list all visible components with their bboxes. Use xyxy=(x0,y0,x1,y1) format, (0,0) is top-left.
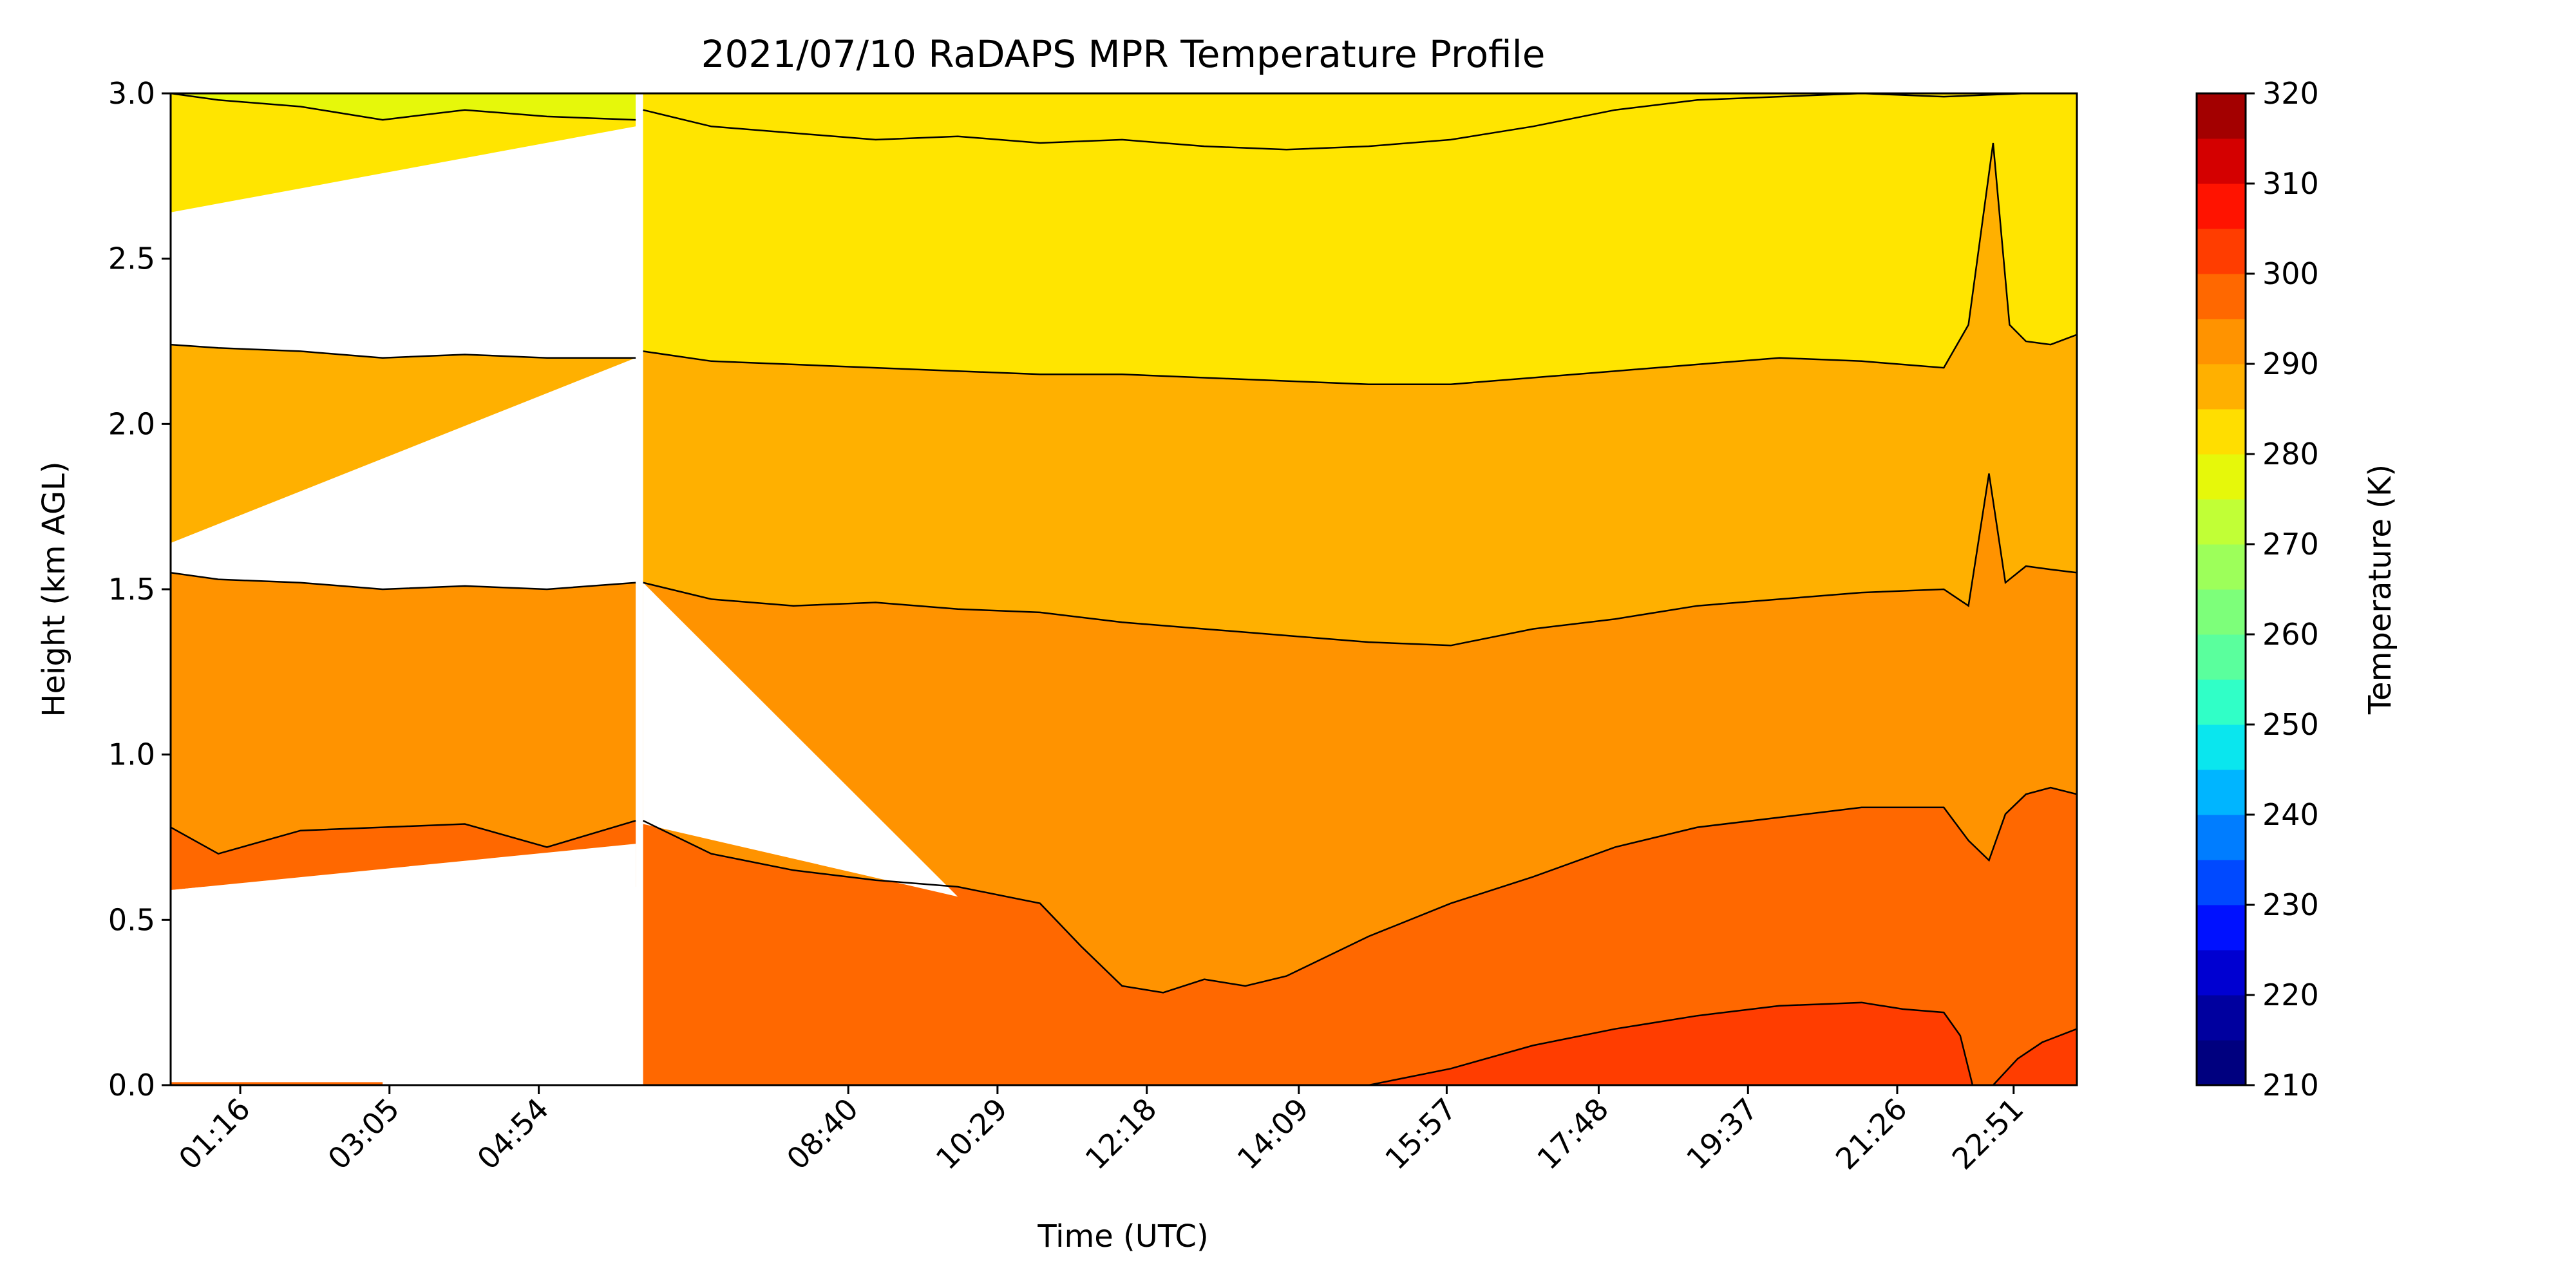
x-tick-label: 19:37 xyxy=(1680,1092,1765,1177)
colorbar-tick-label: 320 xyxy=(2262,76,2319,111)
x-tick-label: 10:29 xyxy=(929,1092,1014,1177)
colorbar-segment xyxy=(2197,815,2246,860)
colorbar-tick-label: 220 xyxy=(2262,978,2319,1012)
contour-280-seg-1 xyxy=(643,93,2077,151)
band-280-285-fill xyxy=(643,93,2077,384)
colorbar-segment xyxy=(2197,499,2246,545)
band-280-285 xyxy=(643,93,2077,150)
band-290-295 xyxy=(643,473,2077,993)
colorbar-segment xyxy=(2197,93,2246,139)
contour-300-seg-0 xyxy=(1368,1001,1974,1085)
x-tick-label: 08:40 xyxy=(780,1092,865,1177)
x-tick-label: 21:26 xyxy=(1829,1092,1914,1177)
band-left-285-290 xyxy=(171,345,636,544)
colorbar-segment xyxy=(2197,364,2246,410)
colorbar-tick-label: 290 xyxy=(2262,346,2319,381)
contour-295-seg-1 xyxy=(643,786,2077,994)
contour-285-seg-0 xyxy=(171,343,636,359)
plot-area xyxy=(171,93,2077,1085)
x-tick-label: 12:18 xyxy=(1079,1092,1164,1177)
band-left-295-300 xyxy=(171,820,636,891)
colorbar-segment xyxy=(2197,274,2246,319)
colorbar-segment xyxy=(2197,950,2246,996)
band-295-300 xyxy=(643,788,2077,1085)
x-tick-label: 03:05 xyxy=(321,1092,406,1177)
colorbar-segment xyxy=(2197,995,2246,1041)
colorbar-tick-label: 310 xyxy=(2262,166,2319,201)
band-left-280-285 xyxy=(171,93,636,213)
colorbar-tick-label: 230 xyxy=(2262,887,2319,922)
colorbar-tick-label: 280 xyxy=(2262,437,2319,471)
colorbar-segment xyxy=(2197,589,2246,635)
contour-295-seg-0 xyxy=(171,820,636,855)
colorbar-label: Temperature (K) xyxy=(2362,464,2398,715)
x-axis-label: Time (UTC) xyxy=(1037,1218,1208,1255)
y-tick-label: 2.5 xyxy=(108,242,155,276)
colorbar-segment xyxy=(2197,454,2246,500)
y-tick-label: 2.0 xyxy=(108,406,155,441)
y-tick-label: 0.0 xyxy=(108,1068,155,1103)
y-tick-label: 0.5 xyxy=(108,902,155,937)
colorbar-segment xyxy=(2197,229,2246,274)
colorbar-segment xyxy=(2197,319,2246,365)
missing-data-wedge xyxy=(643,582,958,897)
band-300-305-b xyxy=(1993,1028,2077,1085)
left-missing-region xyxy=(171,844,636,1085)
x-tick-label: 04:54 xyxy=(470,1092,555,1177)
y-tick-label: 3.0 xyxy=(108,76,155,111)
band-left-290-295 xyxy=(171,573,636,887)
y-tick-label: 1.0 xyxy=(108,737,155,772)
x-tick-label: 01:16 xyxy=(172,1092,257,1177)
colorbar-segment xyxy=(2197,1040,2246,1086)
colorbar-segment xyxy=(2197,679,2246,725)
band-300-305-a xyxy=(1368,1002,1973,1085)
y-axis-label: Height (km AGL) xyxy=(36,461,72,717)
colorbar-segment xyxy=(2197,634,2246,680)
band-left-275-280 xyxy=(171,93,636,120)
chart-title: 2021/07/10 RaDAPS MPR Temperature Profil… xyxy=(701,32,1546,76)
colorbar-tick-label: 250 xyxy=(2262,707,2319,742)
colorbar-segment xyxy=(2197,138,2246,184)
colorbar: 210 220 230 240 250 260 270 280 290 300 310 320 xyxy=(2197,76,2319,1103)
colorbar-tick-label: 270 xyxy=(2262,527,2319,562)
contour-290-seg-1 xyxy=(643,473,2077,647)
x-tick-label: 15:57 xyxy=(1378,1092,1463,1177)
contour-290-seg-0 xyxy=(171,572,636,591)
x-axis: 01:16 03:05 04:54 08:40 10:29 12:18 14:09 15:57… xyxy=(172,1085,2031,1177)
contour-285-seg-1 xyxy=(643,142,2077,385)
colorbar-tick-label: 300 xyxy=(2262,256,2319,291)
colorbar-segment xyxy=(2197,770,2246,815)
colorbar-segment xyxy=(2197,724,2246,770)
colorbar-segment xyxy=(2197,184,2246,229)
x-tick-label: 17:48 xyxy=(1530,1092,1615,1177)
colorbar-tick-label: 260 xyxy=(2262,617,2319,652)
colorbar-segment xyxy=(2197,409,2246,455)
y-axis: 0.0 0.5 1.0 1.5 2.0 2.5 3.0 xyxy=(108,76,171,1103)
band-285-290 xyxy=(643,143,2077,646)
x-tick-label: 22:51 xyxy=(1946,1092,2031,1177)
colorbar-segment xyxy=(2197,860,2246,905)
colorbar-segment xyxy=(2197,544,2246,590)
colorbar-tick-label: 210 xyxy=(2262,1068,2319,1103)
x-tick-label: 14:09 xyxy=(1231,1092,1316,1177)
contour-280-seg-0 xyxy=(171,93,636,121)
colorbar-frame xyxy=(2195,92,2247,1086)
contour-300-seg-1 xyxy=(1992,1028,2077,1085)
y-tick-label: 1.5 xyxy=(108,572,155,607)
colorbar-segment xyxy=(2197,905,2246,951)
colorbar-tick-label: 240 xyxy=(2262,797,2319,832)
